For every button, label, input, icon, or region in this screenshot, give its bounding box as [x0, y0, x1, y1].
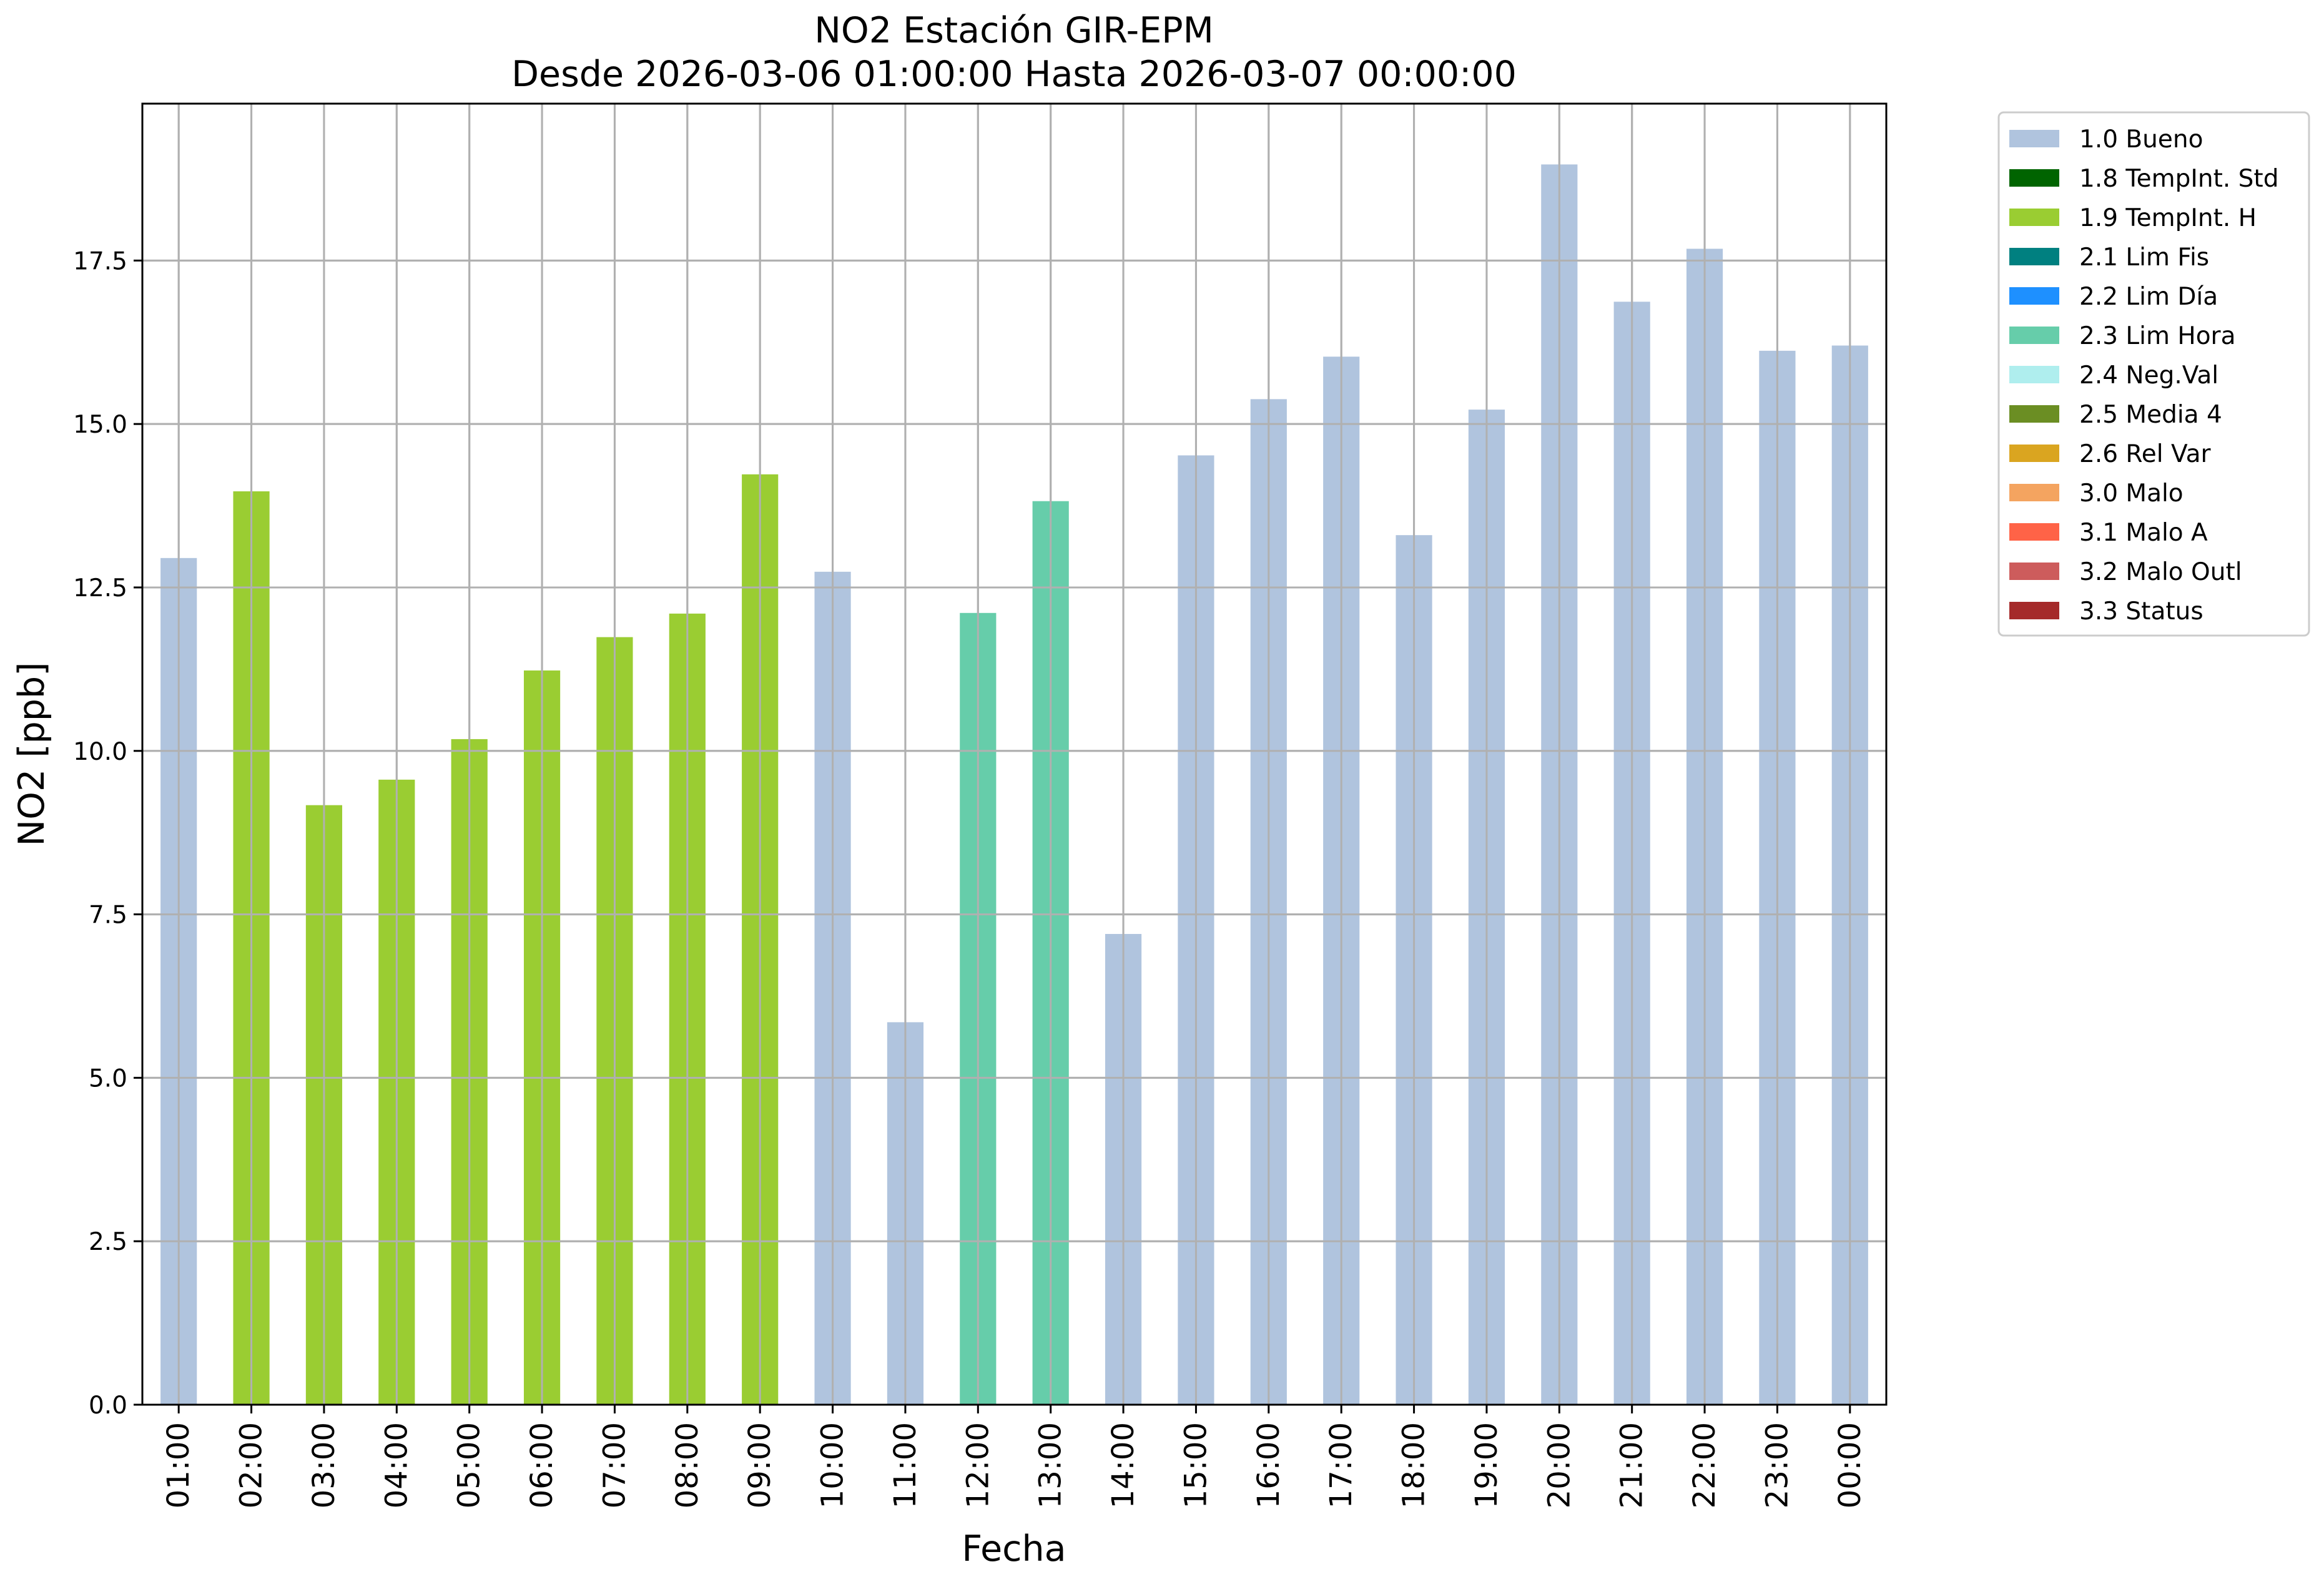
y-tick-label: 2.5 [89, 1228, 127, 1256]
legend-swatch [2009, 327, 2059, 344]
legend-label: 3.1 Malo A [2079, 519, 2208, 547]
x-axis-label: Fecha [962, 1528, 1066, 1570]
x-tick-label: 17:00 [1324, 1422, 1359, 1508]
y-tick-label: 0.0 [89, 1392, 127, 1420]
x-tick-label: 21:00 [1615, 1422, 1650, 1508]
x-tick-label: 19:00 [1469, 1422, 1504, 1508]
legend-swatch [2009, 169, 2059, 187]
legend-swatch [2009, 523, 2059, 541]
x-tick-label: 02:00 [234, 1422, 269, 1508]
x-tick-label: 14:00 [1106, 1422, 1141, 1508]
legend-swatch [2009, 130, 2059, 147]
legend-label: 2.2 Lim Día [2079, 283, 2218, 311]
x-tick-label: 16:00 [1251, 1422, 1286, 1508]
x-tick-label: 03:00 [307, 1422, 342, 1508]
x-tick-label: 07:00 [597, 1422, 632, 1508]
legend-label: 1.0 Bueno [2079, 125, 2203, 154]
x-tick-label: 22:00 [1687, 1422, 1722, 1508]
x-tick-label: 10:00 [815, 1422, 850, 1508]
legend-swatch [2009, 445, 2059, 462]
x-tick-label: 08:00 [670, 1422, 705, 1508]
y-tick-label: 12.5 [73, 574, 127, 602]
legend: 1.0 Bueno 1.8 TempInt. Std 1.9 TempInt. H 2… [1997, 111, 2310, 637]
legend-label: 1.8 TempInt. Std [2079, 165, 2278, 193]
legend-label: 3.0 Malo [2079, 479, 2184, 508]
y-tick-label: 7.5 [89, 902, 127, 930]
x-tick-label: 00:00 [1833, 1422, 1868, 1508]
x-tick-label: 15:00 [1178, 1422, 1213, 1508]
legend-swatch [2009, 366, 2059, 383]
x-tick-label: 05:00 [452, 1422, 487, 1508]
legend-label: 3.2 Malo Outl [2079, 558, 2242, 586]
x-tick-label: 09:00 [742, 1422, 777, 1508]
legend-swatch [2009, 209, 2059, 226]
x-tick-label: 11:00 [888, 1422, 923, 1508]
legend-swatch [2009, 287, 2059, 305]
chart-title: NO2 Estación GIR-EPM [814, 10, 1214, 51]
x-tick-label: 01:00 [161, 1422, 196, 1508]
bars-group [160, 164, 1868, 1405]
plot-frame [141, 102, 1888, 1406]
legend-label: 2.4 Neg.Val [2079, 361, 2218, 390]
x-tick-label: 18:00 [1397, 1422, 1432, 1508]
x-tick-label: 20:00 [1542, 1422, 1577, 1508]
y-axis-label: NO2 [ppb] [11, 662, 52, 847]
y-tick-label: 10.0 [73, 738, 127, 766]
legend-label: 2.3 Lim Hora [2079, 322, 2236, 350]
y-tick-label: 5.0 [89, 1064, 127, 1093]
x-tick-label: 13:00 [1033, 1422, 1068, 1508]
legend-label: 2.1 Lim Fis [2079, 243, 2209, 272]
x-tick-label: 04:00 [379, 1422, 414, 1508]
legend-label: 3.3 Status [2079, 597, 2203, 626]
chart-subtitle: Desde 2026-03-06 01:00:00 Hasta 2026-03-… [511, 54, 1517, 95]
y-axis: 0.0 2.5 5.0 7.5 10.0 12.5 15.0 17.5 [73, 247, 142, 1420]
legend-swatch [2009, 248, 2059, 265]
y-tick-label: 17.5 [73, 247, 127, 275]
legend-label: 1.9 TempInt. H [2079, 204, 2257, 232]
x-tick-label: 06:00 [524, 1422, 559, 1508]
x-tick-label: 12:00 [960, 1422, 995, 1508]
legend-swatch [2009, 484, 2059, 501]
x-tick-label: 23:00 [1760, 1422, 1795, 1508]
legend-frame [1997, 111, 2310, 637]
x-axis: 01:00 02:00 03:00 04:00 05:00 06:00 07:00 08:00… [161, 1405, 1868, 1508]
legend-swatch [2009, 405, 2059, 423]
legend-swatch [2009, 602, 2059, 619]
legend-label: 2.6 Rel Var [2079, 440, 2212, 468]
legend-swatch [2009, 563, 2059, 580]
legend-label: 2.5 Media 4 [2079, 401, 2222, 429]
grid-overlay [142, 104, 1886, 1406]
y-tick-label: 15.0 [73, 411, 127, 439]
